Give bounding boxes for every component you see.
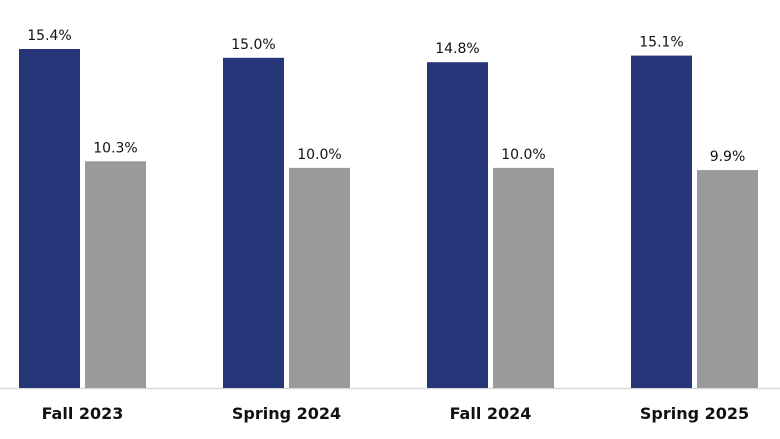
bar-secondary-3 (697, 170, 758, 388)
data-label: 15.1% (639, 35, 683, 51)
data-label: 15.0% (231, 37, 275, 53)
bar-primary-1 (223, 57, 284, 388)
x-tick-label: Fall 2024 (450, 404, 532, 423)
bar-primary-0 (19, 49, 80, 388)
bar-primary-3 (631, 55, 692, 389)
data-label: 10.0% (297, 147, 341, 163)
x-tick-label: Spring 2024 (232, 404, 341, 423)
data-label: 15.4% (27, 28, 71, 44)
bar-secondary-0 (85, 161, 146, 388)
data-label: 10.3% (93, 140, 137, 156)
x-tick-label: Fall 2023 (42, 404, 124, 423)
data-label: 9.9% (710, 149, 746, 165)
data-label: 14.8% (435, 41, 479, 57)
data-label: 10.0% (501, 147, 545, 163)
bar-primary-2 (427, 62, 488, 388)
x-tick-label: Spring 2025 (640, 404, 749, 423)
bar-secondary-1 (289, 167, 350, 388)
bar-secondary-2 (493, 167, 554, 388)
